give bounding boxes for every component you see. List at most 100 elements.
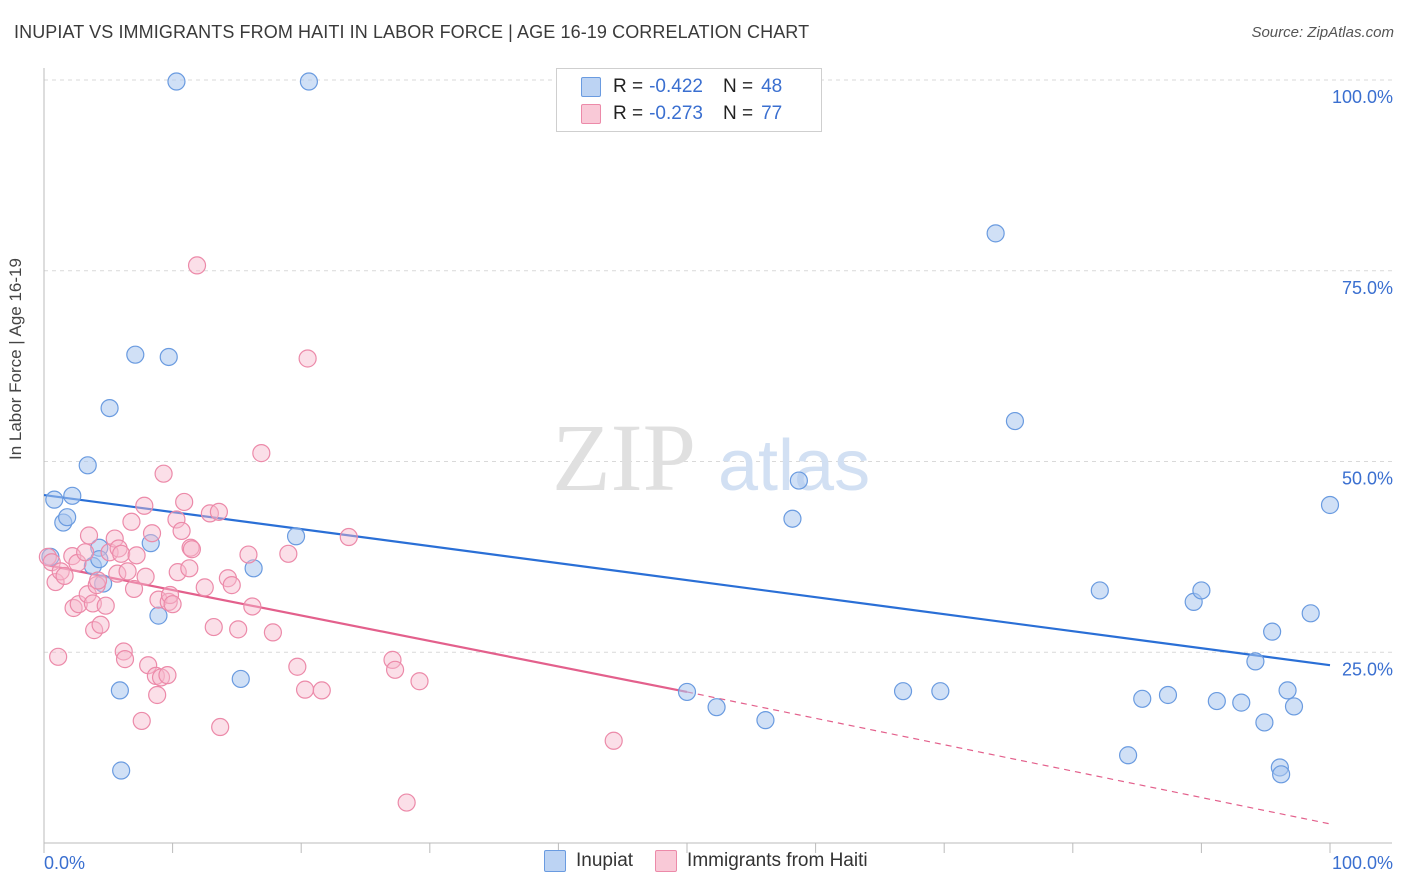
legend-item-inupiat[interactable]: Inupiat [544,850,633,872]
inupiat-point [149,606,168,625]
trend-lines [43,493,1331,825]
inupiat-point [1301,604,1320,623]
inupiat-point [45,490,64,509]
y-tick-label: 75.0% [1342,278,1393,298]
inupiat-point [1207,691,1226,711]
haiti-point [211,717,230,737]
inupiat-point [58,508,77,527]
haiti-point [112,544,131,563]
inupiat-point [1284,697,1304,716]
inupiat-point [159,347,178,367]
haiti-point [124,579,144,599]
inupiat-point [1118,746,1138,765]
stats-legend-row-haiti: R = -0.273 N = 77 [581,101,782,127]
legend-label-inupiat: Inupiat [576,850,634,871]
inupiat-point [1090,581,1109,600]
inupiat-point [893,682,913,701]
haiti-point [105,529,124,548]
haiti-points [38,256,623,812]
y-tick-label: 100.0% [1332,87,1393,107]
haiti-point [114,642,133,661]
haiti-point [79,526,99,545]
haiti-point [122,512,141,531]
haiti-point [229,620,248,639]
n-value: 48 [761,76,783,97]
watermark-zip: ZIP [552,404,696,511]
stats-legend-row-inupiat: R = -0.422 N = 48 [581,74,782,100]
r-label: R = [613,103,644,124]
r-label: R = [613,76,644,97]
n-label: N = [722,103,754,124]
inupiat-point [756,711,775,730]
y-tick-label: 50.0% [1342,469,1393,489]
haiti-point [252,444,271,463]
inupiat-point [78,456,97,475]
inupiat-point [1278,681,1297,700]
haiti-point [172,521,191,541]
haiti-swatch [581,104,601,124]
legend-label-haiti: Immigrants from Haiti [687,850,868,871]
inupiat-point [1272,765,1291,784]
haiti-point [182,540,201,559]
haiti-point [118,562,137,581]
haiti-point [88,571,108,590]
inupiat-point [1320,495,1340,515]
stats-legend: R = -0.422 N = 48 R = -0.273 N = 77 [556,68,822,132]
inupiat-point [1192,581,1211,600]
haiti-point [168,563,187,582]
inupiat-point [1158,685,1178,705]
haiti-point [69,595,88,614]
inupiat-swatch [581,77,601,97]
haiti-point [158,666,177,685]
y-tick-label: 25.0% [1342,659,1393,679]
inupiat-points [41,72,1340,784]
chart-title: INUPIAT VS IMMIGRANTS FROM HAITI IN LABO… [14,22,810,42]
haiti-point [142,524,162,543]
haiti-point [295,680,315,699]
n-value: 77 [761,103,783,124]
watermark: ZIP atlas [552,404,870,511]
haiti-point [195,578,214,597]
inupiat-point [244,559,263,578]
legend-item-haiti[interactable]: Immigrants from Haiti [655,850,868,872]
inupiat-point [783,509,802,528]
inupiat-point [167,72,186,91]
r-value: -0.273 [649,103,703,124]
inupiat-point [100,398,119,418]
haiti-point [209,502,228,521]
inupiat-point [1246,652,1265,671]
haiti-point [204,617,223,637]
haiti-point [55,566,74,586]
haiti-swatch [655,850,678,872]
inupiat-point [94,574,113,593]
haiti-point [76,543,95,562]
inupiat-point [1263,622,1282,641]
haiti-point [115,650,135,669]
watermark-atlas: atlas [718,426,870,506]
haiti-point [288,657,307,676]
x-tick-label-max: 100.0% [1332,853,1393,873]
haiti-point [243,597,262,616]
haiti-point [154,464,173,483]
inupiat-point [126,345,145,364]
haiti-point [167,510,186,529]
inupiat-point [677,682,697,702]
haiti-point [136,567,155,586]
haiti-point [91,615,110,634]
haiti-point [175,492,194,512]
haiti-point [279,544,298,563]
haiti-point [385,660,405,679]
inupiat-point [231,669,250,689]
x-tick-label-min: 0.0% [44,853,85,873]
inupiat-swatch [544,850,566,872]
haiti-point [604,731,623,750]
inupiat-point [986,224,1005,243]
inupiat-point [1232,693,1251,712]
inupiat-point [931,682,950,701]
haiti-point [148,685,167,705]
haiti-point [397,793,416,812]
inupiat-point [1255,713,1274,732]
haiti-point [239,545,258,564]
tick-labels: 25.0% 50.0% 75.0% 100.0% 0.0% 100.0% [44,87,1393,873]
